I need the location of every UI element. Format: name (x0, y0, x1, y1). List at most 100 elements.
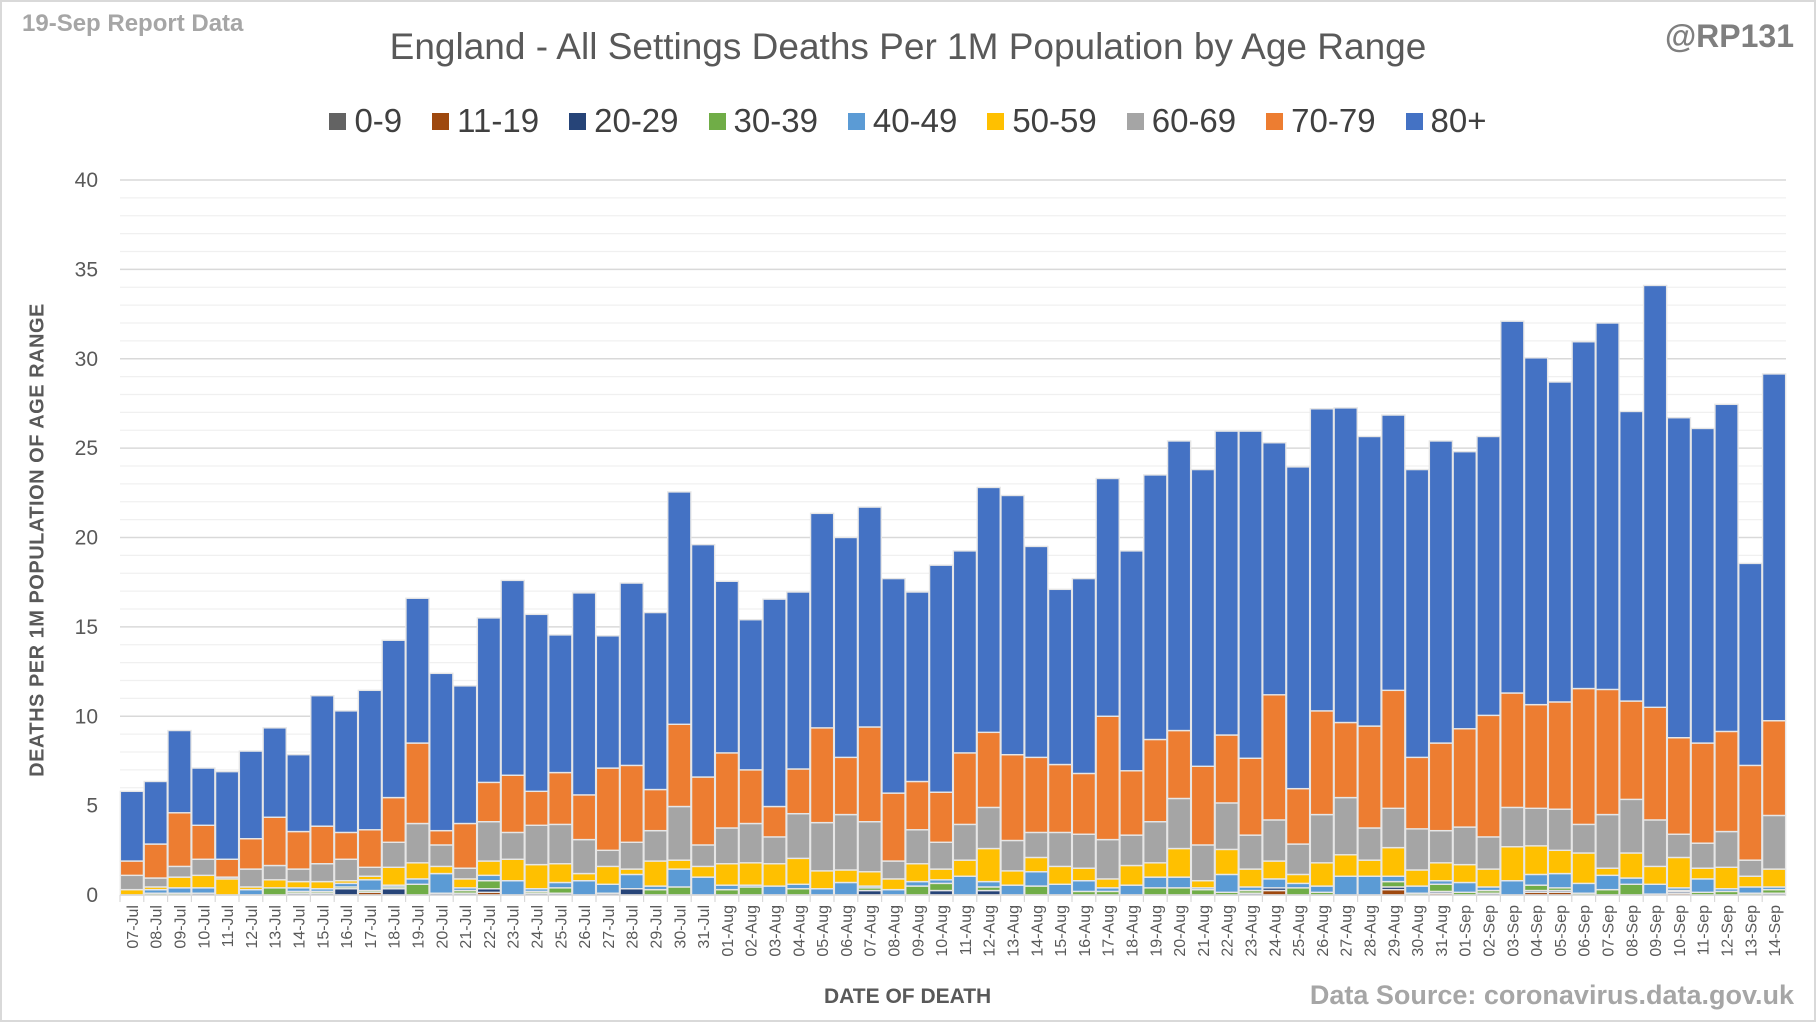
x-tick-label: 28-Aug (1363, 905, 1380, 957)
bar-segment-80plus (500, 579, 525, 776)
bar-segment-80plus (1119, 550, 1144, 772)
bar-segment-40-49 (1547, 872, 1573, 889)
bar-segment-70-79 (1214, 734, 1239, 804)
x-tick-label: 11-Sep (1696, 905, 1713, 956)
x-tick-label: 26-Aug (1315, 905, 1332, 957)
bar-segment-40-49 (1000, 884, 1025, 896)
bar-segment-80plus (1000, 494, 1025, 756)
bar-segment-80plus (595, 635, 621, 769)
bar-segment-11-19 (1381, 888, 1406, 896)
x-tick-label: 25-Aug (1291, 905, 1308, 957)
bar-segment-30-39 (476, 880, 502, 890)
bar-segment-70-79 (595, 767, 621, 852)
bar-segment-30-39 (786, 888, 811, 896)
x-tick-label: 17-Aug (1101, 905, 1118, 957)
bar-segment-30-39 (1523, 884, 1549, 892)
bar-segment-80plus (857, 506, 882, 728)
bar-segment-30-39 (1143, 887, 1168, 896)
bar-segment-80plus (1738, 562, 1763, 767)
bar-segment-70-79 (1547, 701, 1573, 810)
bar-segment-30-39 (667, 886, 692, 896)
x-tick-label: 22-Jul (482, 905, 499, 949)
bar-segment-60-69 (310, 863, 335, 883)
bar-segment-60-69 (643, 829, 668, 862)
y-tick-label: 30 (75, 348, 98, 371)
bar-segment-50-59 (905, 863, 930, 883)
bar-segment-50-59 (500, 858, 525, 882)
x-tick-label: 07-Aug (863, 905, 880, 957)
x-tick-label: 18-Aug (1125, 905, 1142, 957)
bar-segment-60-69 (571, 838, 597, 875)
bar-segment-70-79 (167, 812, 192, 868)
bar-segment-60-69 (452, 867, 478, 880)
bar-segment-60-69 (714, 827, 740, 865)
bar-segment-60-69 (1523, 807, 1549, 847)
bar-segment-40-49 (667, 868, 692, 888)
bar-segment-50-59 (1071, 867, 1097, 882)
x-tick-label: 06-Aug (839, 905, 856, 957)
bar-segment-70-79 (1523, 703, 1549, 810)
bar-segment-50-59 (595, 865, 621, 885)
bar-segment-80plus (1714, 403, 1739, 733)
x-tick-label: 02-Aug (744, 905, 761, 957)
bar-segment-80plus (310, 694, 335, 827)
x-tick-label: 08-Jul (149, 905, 166, 949)
bar-segment-50-59 (1428, 862, 1454, 882)
bar-segment-40-49 (1024, 871, 1049, 887)
bar-segment-30-39 (262, 887, 287, 896)
bar-segment-70-79 (1285, 787, 1311, 845)
bar-segment-80plus (1690, 427, 1715, 744)
bar-segment-60-69 (167, 865, 192, 878)
bar-segment-50-59 (952, 859, 978, 877)
bar-segment-60-69 (286, 868, 311, 883)
bar-segment-70-79 (643, 788, 668, 832)
bar-segment-30-39 (1381, 880, 1406, 888)
bar-segment-80plus (119, 790, 145, 862)
bar-segment-50-59 (548, 863, 573, 884)
bar-segment-30-39 (1595, 888, 1620, 896)
bar-segment-50-59 (1523, 845, 1549, 876)
bar-segment-50-59 (381, 866, 406, 886)
legend-label: 40-49 (872, 102, 958, 139)
bar-segment-70-79 (452, 822, 478, 869)
bar-segment-40-49 (500, 880, 525, 896)
bar-segment-40-49 (976, 880, 1001, 888)
bar-segment-50-59 (286, 880, 311, 889)
bar-segment-70-79 (857, 726, 882, 823)
legend-swatch (329, 112, 347, 130)
y-tick-label: 40 (75, 169, 98, 192)
x-tick-label: 12-Jul (244, 905, 261, 949)
bar-segment-60-69 (1047, 831, 1073, 868)
x-tick-label: 03-Sep (1505, 905, 1522, 957)
bar-segment-50-59 (1333, 854, 1358, 877)
bar-segment-50-59 (1761, 868, 1787, 888)
x-tick-label: 07-Sep (1601, 905, 1618, 957)
x-tick-label: 05-Aug (815, 905, 832, 957)
bar-segment-50-59 (191, 874, 216, 889)
y-axis-title: DEATHS PER 1M POPULATION OF AGE RANGE (26, 303, 49, 777)
x-tick-label: 09-Sep (1648, 905, 1665, 957)
report-date-label: 19-Sep Report Data (22, 10, 244, 37)
bar-segment-50-59 (738, 862, 763, 886)
legend-swatch (708, 112, 726, 130)
legend-item: 11-19 (432, 102, 539, 140)
x-tick-label: 08-Sep (1624, 905, 1641, 957)
bar-segment-70-79 (1738, 764, 1763, 861)
bar-segment-40-49 (595, 883, 621, 894)
bar-segment-50-59 (262, 879, 287, 889)
bar-segment-60-69 (928, 841, 954, 870)
y-tick-label: 10 (75, 705, 98, 728)
x-tick-label: 11-Jul (220, 905, 237, 947)
x-tick-label: 27-Aug (1339, 905, 1356, 957)
bar-segment-70-79 (1476, 714, 1501, 838)
bar-segment-50-59 (1714, 866, 1739, 890)
bar-segment-80plus (1262, 442, 1287, 696)
bar-segment-60-69 (1071, 833, 1097, 869)
bar-segment-40-49 (1143, 876, 1168, 889)
bar-segment-60-69 (1761, 814, 1787, 870)
bar-segment-70-79 (310, 825, 335, 865)
bar-segment-40-49 (1619, 877, 1644, 885)
bar-segment-70-79 (1309, 710, 1335, 816)
bar-segment-50-59 (1143, 862, 1168, 878)
bar-segment-80plus (286, 753, 311, 833)
